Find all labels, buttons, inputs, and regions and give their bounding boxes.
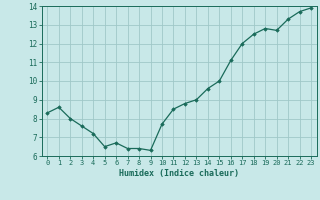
X-axis label: Humidex (Indice chaleur): Humidex (Indice chaleur) — [119, 169, 239, 178]
